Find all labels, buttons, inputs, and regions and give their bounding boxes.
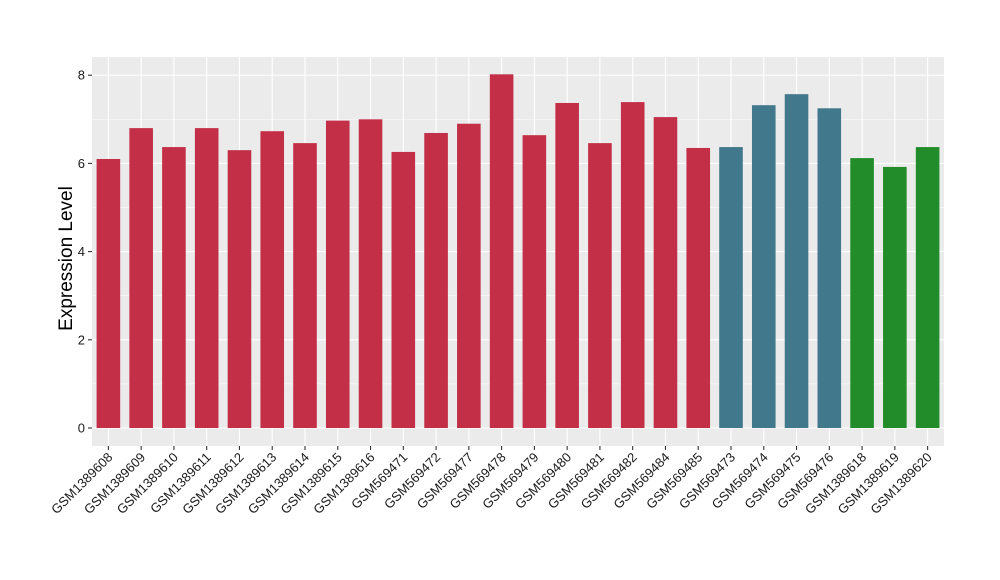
bar <box>751 105 776 429</box>
bar <box>883 166 907 429</box>
y-tick-label: 2 <box>78 332 85 347</box>
bar <box>522 135 547 428</box>
bar <box>358 119 383 429</box>
bar <box>686 147 711 428</box>
bar <box>227 150 252 429</box>
bar <box>293 143 317 428</box>
bar <box>424 132 448 428</box>
bar <box>817 108 842 429</box>
bar <box>391 151 416 428</box>
y-tick-label: 6 <box>78 156 85 171</box>
x-axis: GSM1389608GSM1389609GSM1389610GSM1389611… <box>48 446 935 517</box>
bar <box>588 143 612 428</box>
bar <box>784 94 809 429</box>
bars <box>96 74 940 429</box>
bar <box>260 131 285 428</box>
bar <box>194 128 219 428</box>
y-tick-label: 8 <box>78 68 85 83</box>
bar <box>96 158 121 429</box>
bar <box>915 147 940 428</box>
bar <box>457 123 481 429</box>
bar <box>489 74 514 429</box>
y-tick-label: 4 <box>78 244 85 259</box>
bar <box>162 147 186 428</box>
bar <box>555 102 579 428</box>
bar <box>719 147 743 428</box>
y-tick-label: 0 <box>78 421 85 436</box>
bar <box>129 128 153 428</box>
y-axis-title: Expression Level <box>56 186 77 331</box>
bar <box>653 117 678 428</box>
bar <box>620 102 645 428</box>
bar <box>850 158 874 428</box>
bar <box>325 120 350 429</box>
y-axis: 0 2 4 6 8 <box>78 68 92 436</box>
